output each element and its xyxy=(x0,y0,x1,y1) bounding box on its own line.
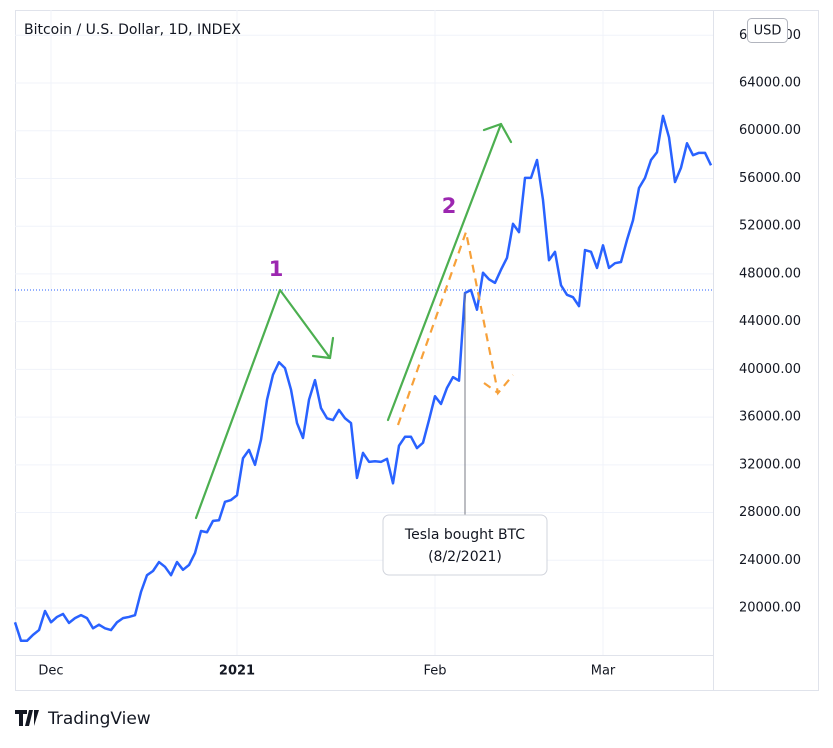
arrowhead-1 xyxy=(311,336,335,360)
callout-text: Tesla bought BTC xyxy=(404,527,525,543)
grid xyxy=(15,10,713,655)
y-tick-label: 28000.00 xyxy=(739,505,801,520)
dashed-path xyxy=(396,227,514,426)
price-line-series xyxy=(13,114,713,643)
callout-text: (8/2/2021) xyxy=(428,549,502,565)
x-tick-label: Mar xyxy=(591,664,616,679)
dashed-line xyxy=(396,227,514,426)
y-tick-label: 36000.00 xyxy=(739,410,801,425)
y-tick-label: 48000.00 xyxy=(739,266,801,281)
callout-box xyxy=(382,514,548,576)
y-tick-label: 44000.00 xyxy=(739,314,801,329)
x-tick-label: Dec xyxy=(38,664,63,679)
label-2: 2 xyxy=(442,194,457,218)
y-tick-label: 52000.00 xyxy=(739,219,801,234)
label-1: 1 xyxy=(269,257,284,281)
y-tick-label: 56000.00 xyxy=(739,171,801,186)
arrow-2 xyxy=(386,122,503,422)
y-tick-label: 64000.00 xyxy=(739,76,801,91)
y-axis: 20000.00 24000.00 28000.00 32000.00 36000.00… xyxy=(38,28,801,679)
arrowhead-2 xyxy=(482,122,513,144)
callout: Tesla bought BTC (8/2/2021) xyxy=(382,293,548,576)
chart-frame xyxy=(15,10,819,691)
currency-label: USD xyxy=(754,24,782,39)
x-tick-label: 2021 xyxy=(219,664,255,679)
brand-logo xyxy=(15,710,39,726)
y-tick-label: 60000.00 xyxy=(739,123,801,138)
y-tick-label: 24000.00 xyxy=(739,553,801,568)
currency-badge xyxy=(747,18,788,43)
logo-icon xyxy=(15,710,39,726)
y-tick-label: 32000.00 xyxy=(739,457,801,472)
x-tick-label: Feb xyxy=(423,664,446,679)
y-tick-label: 20000.00 xyxy=(739,600,801,615)
dashed-tick xyxy=(483,382,499,394)
drawings xyxy=(194,122,513,520)
arrow-1 xyxy=(194,288,332,520)
y-tick-label: 40000.00 xyxy=(739,362,801,377)
plot xyxy=(13,114,713,643)
brand-name: TradingView xyxy=(47,709,151,729)
chart-title: Bitcoin / U.S. Dollar, 1D, INDEX xyxy=(24,22,241,38)
